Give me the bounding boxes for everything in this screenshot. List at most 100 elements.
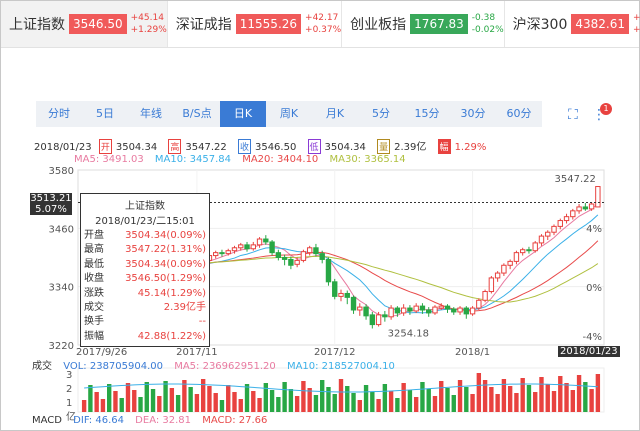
index-change: -0.38 -0.02% <box>472 12 504 36</box>
tab-8[interactable]: 15分 <box>414 107 440 120</box>
tooltip-row: 涨跌 45.14(1.29%) <box>81 287 209 301</box>
candle-body <box>426 309 432 314</box>
tab-0[interactable]: 分时 <box>48 107 70 120</box>
candle-body <box>595 186 601 208</box>
volume-bar <box>138 397 143 412</box>
volume-bar <box>169 388 175 412</box>
tab-4[interactable]: 日K <box>220 101 266 127</box>
tab-7[interactable]: 5分 <box>372 107 390 120</box>
tooltip-value: 45.14(1.29%) <box>137 287 206 299</box>
volume-bar <box>514 393 519 412</box>
candle-body <box>438 305 444 309</box>
tab-2[interactable]: 年线 <box>140 107 162 120</box>
candle-body <box>588 203 595 210</box>
tab-10[interactable]: 60分 <box>506 107 532 120</box>
tab-3[interactable]: B/S点 <box>182 107 212 120</box>
macd-value: MACD: 27.66 <box>202 415 268 426</box>
volume-bar <box>426 389 431 412</box>
tab-9[interactable]: 30分 <box>460 107 486 120</box>
tooltip-value: 3504.34(0.09%) <box>125 258 206 270</box>
y-tick-label: 3220 <box>49 341 74 352</box>
volume-bar <box>251 391 256 412</box>
amp-tag: 幅 <box>437 139 451 154</box>
info-high: 3547.22 <box>185 142 227 153</box>
ma10-label: MA10: 3457.84 <box>154 154 232 165</box>
candle-body <box>319 253 325 260</box>
tab-5[interactable]: 周K <box>279 107 299 120</box>
tab-1[interactable]: 5日 <box>96 107 114 120</box>
volume-bar <box>269 390 275 412</box>
volume-bar <box>401 383 406 412</box>
tooltip-row: 振幅 42.88(1.22%) <box>81 330 209 344</box>
candle-body <box>513 252 520 262</box>
candle-body <box>457 307 463 313</box>
volume-bar <box>257 398 262 412</box>
pct-tick-label: -4% <box>583 332 602 343</box>
pct-tick-label: 4% <box>586 224 602 235</box>
volume-bar <box>583 382 588 412</box>
candle-body <box>501 264 507 274</box>
tooltip-value: 2.39亿手 <box>163 301 206 313</box>
info-amp: 1.29% <box>454 142 487 153</box>
index-change-pct: +1.29% <box>130 25 167 35</box>
candle-body <box>375 314 382 326</box>
volume-bar <box>457 380 463 412</box>
candle-body <box>338 292 344 297</box>
candle-body <box>557 220 563 227</box>
volume-bar <box>363 385 369 412</box>
candle-body <box>444 305 451 310</box>
ma5-label: MA5: 3491.03 <box>74 154 144 165</box>
index-tab-3[interactable]: 沪深300 4382.61 +46.02 +1.06% <box>505 1 640 47</box>
candle-body <box>281 257 288 260</box>
volume-bar <box>489 387 494 412</box>
tooltip-key: 最低 <box>84 258 104 270</box>
y-tick-label: 3580 <box>49 166 74 177</box>
volume-bar <box>564 383 569 412</box>
volume-bar <box>388 391 394 412</box>
vol-value: VOL: 238705904.00 <box>63 361 164 372</box>
info-close: 3546.50 <box>254 142 297 153</box>
volume-bar <box>132 390 137 412</box>
tooltip-key: 最高 <box>84 244 104 256</box>
volume-bar <box>307 388 312 412</box>
volume-bar <box>507 386 513 412</box>
index-tab-2[interactable]: 创业板指 1767.83 -0.38 -0.02% <box>342 1 505 47</box>
cursor-pct: 5.07% <box>35 204 67 215</box>
index-tab-1[interactable]: 深证成指 11555.26 +42.17 +0.37% <box>168 1 343 47</box>
fullscreen-icon[interactable]: ⛶ <box>568 107 578 123</box>
volume-bar <box>501 379 507 412</box>
volume-bar <box>288 389 294 412</box>
x-tick-label: 2017/11 <box>176 347 218 358</box>
volume-bar <box>282 382 287 412</box>
candle-body <box>451 308 457 313</box>
volume-bar <box>100 399 106 412</box>
macd-legend: MACD DIF: 46.64 DEA: 32.81 MACD: 27.66 <box>32 415 275 426</box>
candle-body <box>294 259 300 265</box>
vol-tag: 量 <box>377 139 391 154</box>
index-change-abs: +45.14 <box>130 13 164 23</box>
candle-body <box>563 216 570 222</box>
index-change-pct: +1.06% <box>633 25 640 35</box>
volume-bar <box>313 395 319 412</box>
tab-6[interactable]: 月K <box>325 107 345 120</box>
volume-bar <box>445 388 450 412</box>
info-low: 3504.34 <box>324 142 366 153</box>
volume-y-tick: 3 <box>66 370 72 381</box>
tooltip-value: 3547.22(1.31%) <box>125 244 206 256</box>
volume-bar <box>382 384 388 412</box>
volume-bar <box>589 389 594 412</box>
candle-body <box>231 247 238 252</box>
candle-body <box>256 238 263 246</box>
index-tab-0[interactable]: 上证指数 3546.50 +45.14 +1.29% <box>1 1 168 47</box>
candle-body <box>400 307 407 314</box>
high-annotation: 3547.22 <box>555 174 596 185</box>
volume-bar <box>533 392 538 412</box>
volume-bar <box>238 399 243 412</box>
candle-body <box>219 252 225 255</box>
index-change-pct: +0.37% <box>305 25 342 35</box>
volume-bar <box>294 396 300 412</box>
index-value: 1767.83 <box>410 14 468 34</box>
volume-bar <box>94 392 99 412</box>
tooltip-value: 3504.34(0.09%) <box>125 230 206 241</box>
